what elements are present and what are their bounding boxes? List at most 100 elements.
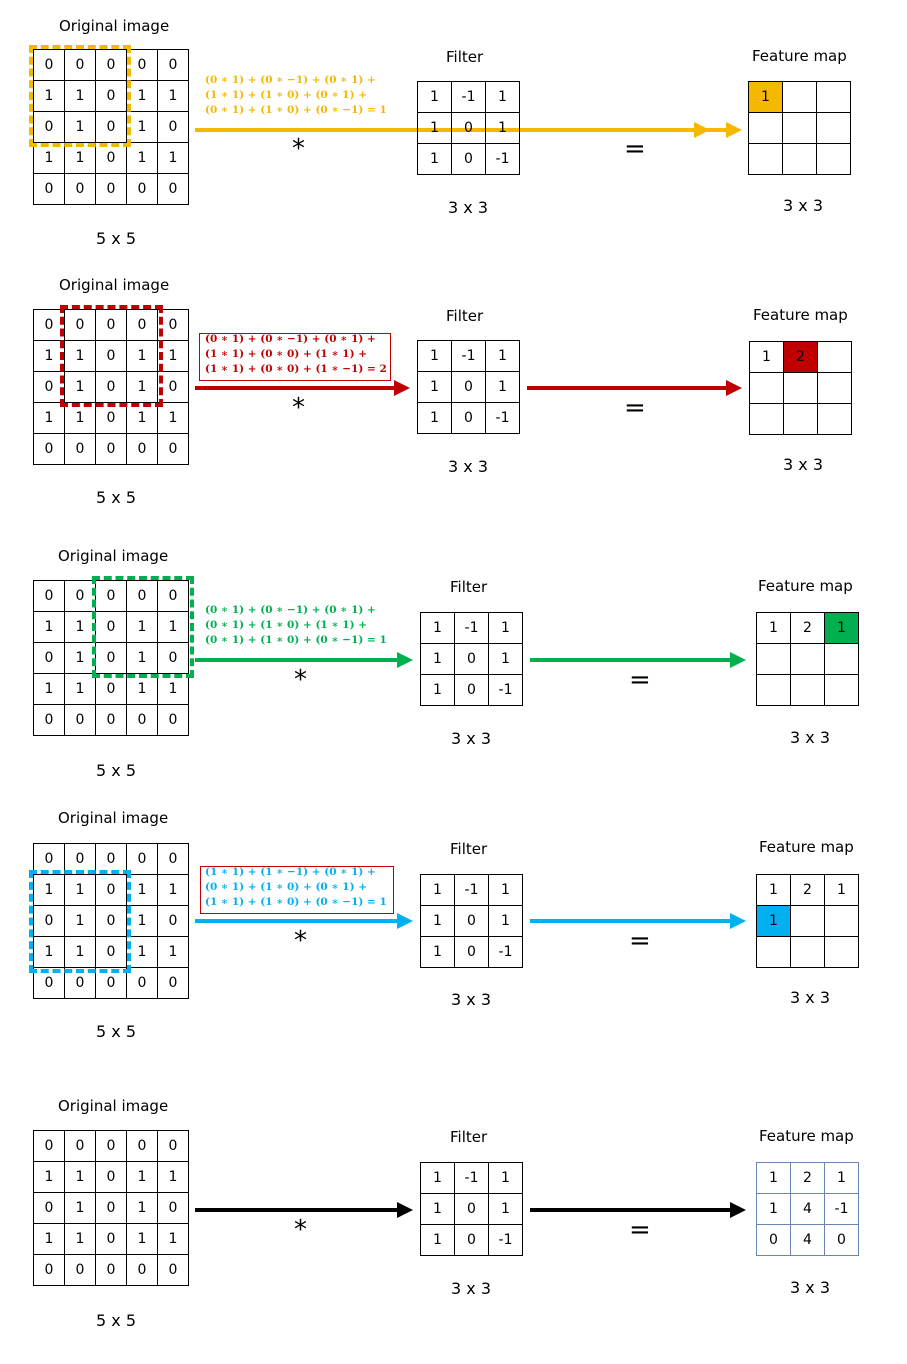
- original-image-grid-cell: 0: [157, 642, 189, 674]
- original-image-grid-cell: 0: [33, 642, 65, 674]
- original-image-grid-cell: 1: [33, 611, 65, 643]
- filter-grid-cell: -1: [451, 81, 486, 113]
- feature-map-grid-cell: [782, 112, 817, 144]
- filter-grid-cell: -1: [485, 402, 520, 434]
- original-image-grid-cell: 1: [157, 936, 189, 968]
- original-image-label: Original image: [59, 276, 170, 294]
- feature-map-grid-cell: [790, 643, 825, 675]
- filter-grid-row: 1 -1 1: [420, 1162, 523, 1194]
- filter-grid: 1 -1 1 1 0 1 1 0 -1: [420, 1162, 523, 1256]
- filter-grid-row: 1 -1 1: [420, 612, 523, 644]
- original-image-grid-cell: 1: [126, 611, 158, 643]
- original-image-grid-cell: 0: [33, 111, 65, 143]
- arrow-to-filter-head: [397, 1202, 413, 1218]
- original-image-grid-cell: 0: [33, 173, 65, 205]
- original-image-grid-cell: 0: [157, 843, 189, 875]
- feature-map-label: Feature map: [759, 838, 854, 856]
- equals-symbol: =: [624, 393, 646, 423]
- original-image-grid-cell: 1: [64, 402, 96, 434]
- original-image-grid-cell: 0: [64, 1130, 96, 1162]
- feature-map-grid-cell: [824, 643, 859, 675]
- feature-map-size-label: 3 x 3: [790, 728, 830, 747]
- filter-size-label: 3 x 3: [448, 457, 488, 476]
- filter-grid-cell: 0: [454, 1193, 489, 1225]
- original-image-grid-cell: 1: [126, 111, 158, 143]
- original-image-grid-cell: 1: [126, 1223, 158, 1255]
- feature-map-grid-cell: [756, 936, 791, 968]
- feature-map-grid-cell: [816, 143, 851, 175]
- feature-map-grid-cell: [824, 905, 859, 937]
- feature-map-highlight-cell: 1: [748, 81, 783, 113]
- original-image-grid-cell: 0: [95, 936, 127, 968]
- original-image-grid-cell: 1: [126, 1192, 158, 1224]
- equation-box: [200, 866, 394, 914]
- feature-map-grid-cell: 1: [756, 1162, 791, 1194]
- original-image-grid-cell: 1: [157, 611, 189, 643]
- filter-size-label: 3 x 3: [451, 990, 491, 1009]
- feature-map-highlight-cell: 1: [824, 612, 859, 644]
- feature-map-label: Feature map: [753, 306, 848, 324]
- filter-grid-cell: 1: [417, 112, 452, 144]
- equals-symbol: =: [629, 926, 651, 956]
- feature-map-grid-cell: [748, 143, 783, 175]
- equation-line: (1 ∗ 1) + (1 ∗ 0) + (0 ∗ 1) +: [205, 89, 368, 101]
- original-image-grid-cell: 0: [64, 580, 96, 612]
- feature-map-grid-cell: [748, 112, 783, 144]
- filter-grid-cell: 1: [485, 81, 520, 113]
- original-image-grid-cell: 0: [33, 433, 65, 465]
- original-image-grid-cell: 0: [33, 1130, 65, 1162]
- filter-label: Filter: [450, 840, 488, 858]
- original-image-grid-cell: 0: [157, 1254, 189, 1286]
- arrow-to-feature-map-head: [730, 913, 746, 929]
- filter-grid-cell: 1: [488, 874, 523, 906]
- feature-map-grid-cell: [756, 674, 791, 706]
- arrow-to-feature-map-head: [730, 1202, 746, 1218]
- original-image-grid-cell: 0: [95, 1192, 127, 1224]
- original-image-grid-cell: 0: [126, 433, 158, 465]
- filter-grid-cell: 1: [420, 905, 455, 937]
- original-image-grid-cell: 1: [64, 80, 96, 112]
- feature-map-grid-cell: -1: [824, 1193, 859, 1225]
- original-image-grid-cell: 0: [64, 49, 96, 81]
- original-image-grid-cell: 1: [64, 611, 96, 643]
- feature-map-grid-cell: 1: [824, 874, 859, 906]
- original-image-grid-cell: 1: [64, 874, 96, 906]
- original-image-grid-cell: 0: [64, 967, 96, 999]
- filter-grid-cell: 1: [488, 643, 523, 675]
- arrow-to-feature-map-head: [726, 380, 742, 396]
- original-image-grid-cell: 0: [64, 173, 96, 205]
- original-image-grid-cell: 1: [33, 673, 65, 705]
- multiply-symbol: *: [294, 665, 307, 695]
- original-image-grid-cell: 0: [157, 49, 189, 81]
- original-image-grid-cell: 0: [95, 843, 127, 875]
- feature-map-grid-cell: [749, 403, 784, 435]
- original-image-grid-cell: 0: [126, 704, 158, 736]
- feature-map-size-label: 3 x 3: [790, 988, 830, 1007]
- filter-size-label: 3 x 3: [448, 198, 488, 217]
- filter-grid-cell: 1: [417, 81, 452, 113]
- filter-grid-cell: 1: [485, 340, 520, 372]
- original-image-grid-cell: 0: [95, 371, 127, 403]
- original-image-grid-cell: 0: [33, 704, 65, 736]
- original-image-grid-cell: 1: [157, 142, 189, 174]
- feature-map-grid-cell: 4: [790, 1193, 825, 1225]
- filter-grid-cell: -1: [488, 674, 523, 706]
- feature-map-grid-row: [748, 143, 851, 175]
- filter-size-label: 3 x 3: [451, 729, 491, 748]
- original-image-grid-cell: 1: [33, 1223, 65, 1255]
- original-image-grid-cell: 0: [33, 967, 65, 999]
- original-image-grid-cell: 1: [126, 642, 158, 674]
- original-image-grid-cell: 0: [157, 433, 189, 465]
- equation-line: (0 ∗ 1) + (1 ∗ 0) + (0 ∗ −1) = 1: [205, 104, 387, 116]
- original-image-grid-cell: 0: [33, 1192, 65, 1224]
- feature-map-label: Feature map: [759, 1127, 854, 1145]
- original-image-grid-cell: 1: [64, 905, 96, 937]
- image-size-label: 5 x 5: [96, 488, 136, 507]
